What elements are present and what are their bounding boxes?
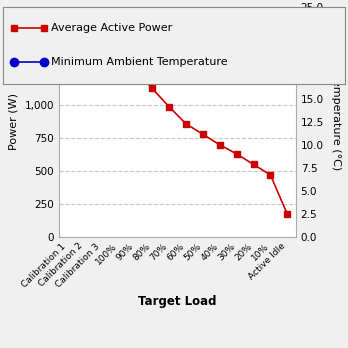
Minimum Ambient Temperature bbox=[184, 19, 188, 24]
Line: Average Active Power: Average Active Power bbox=[64, 25, 291, 218]
Text: Minimum Ambient Temperature: Minimum Ambient Temperature bbox=[51, 57, 228, 67]
Average Active Power bbox=[285, 212, 290, 216]
Average Active Power bbox=[235, 152, 239, 156]
Minimum Ambient Temperature bbox=[133, 19, 137, 23]
Minimum Ambient Temperature bbox=[167, 18, 171, 22]
Line: Minimum Ambient Temperature: Minimum Ambient Temperature bbox=[64, 14, 291, 35]
Minimum Ambient Temperature bbox=[116, 28, 120, 32]
Minimum Ambient Temperature bbox=[82, 30, 87, 34]
Y-axis label: Temperature (°C): Temperature (°C) bbox=[331, 74, 341, 170]
Average Active Power bbox=[133, 68, 137, 72]
Minimum Ambient Temperature bbox=[99, 28, 103, 32]
Minimum Ambient Temperature bbox=[252, 22, 256, 26]
X-axis label: Target Load: Target Load bbox=[138, 294, 217, 308]
Average Active Power bbox=[201, 132, 205, 136]
Minimum Ambient Temperature bbox=[235, 22, 239, 26]
Y-axis label: Power (W): Power (W) bbox=[9, 93, 19, 150]
Average Active Power bbox=[150, 86, 154, 90]
Average Active Power bbox=[218, 143, 222, 147]
Minimum Ambient Temperature bbox=[285, 29, 290, 33]
Minimum Ambient Temperature bbox=[201, 21, 205, 25]
Minimum Ambient Temperature bbox=[268, 22, 272, 26]
Average Active Power bbox=[82, 38, 87, 42]
Minimum Ambient Temperature bbox=[65, 30, 70, 34]
Text: Average Active Power: Average Active Power bbox=[51, 23, 173, 33]
Minimum Ambient Temperature bbox=[218, 22, 222, 26]
Average Active Power bbox=[252, 163, 256, 167]
Average Active Power bbox=[184, 122, 188, 126]
Average Active Power bbox=[65, 26, 70, 30]
Minimum Ambient Temperature bbox=[150, 16, 154, 20]
Average Active Power bbox=[116, 40, 120, 45]
Average Active Power bbox=[99, 39, 103, 43]
Average Active Power bbox=[167, 105, 171, 109]
Average Active Power bbox=[268, 173, 272, 177]
